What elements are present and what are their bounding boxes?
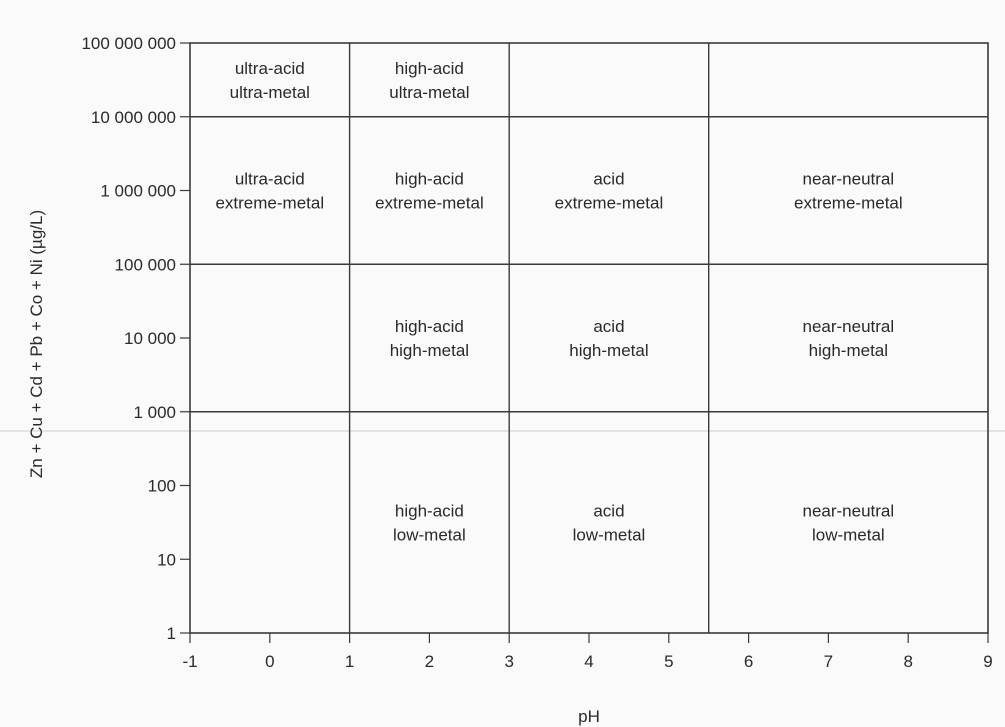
region: high-acid high-metal [390,317,469,360]
y-tick-label: 100 000 000 [81,34,176,53]
region-label-line: high-acid [395,317,464,336]
region: ultra-acid ultra-metal [230,59,310,102]
x-tick-label: 6 [744,652,753,671]
region-label-line: extreme-metal [375,194,484,213]
x-axis-title: pH [578,707,600,726]
region: high-acid low-metal [393,501,466,544]
region-label-line: high-acid [395,501,464,520]
region: acid high-metal [569,317,648,360]
region-label-line: high-acid [395,170,464,189]
region-label-line: near-neutral [803,501,895,520]
y-tick-label: 1 [167,624,176,643]
region-label-line: extreme-metal [555,194,664,213]
region: high-acid extreme-metal [375,170,484,213]
region-label-line: high-metal [390,341,469,360]
region: near-neutral low-metal [803,501,895,544]
region-label-line: ultra-acid [235,170,305,189]
y-tick-label: 10 [157,550,176,569]
region-label-line: low-metal [812,525,885,544]
region-label-line: acid [593,170,624,189]
region-label-line: near-neutral [803,170,895,189]
x-tick-label: 0 [265,652,274,671]
region-label-line: acid [593,501,624,520]
x-tick-label: 4 [584,652,593,671]
region-label-line: near-neutral [803,317,895,336]
x-tick-label: 8 [903,652,912,671]
y-tick-label: 10 000 000 [91,108,176,127]
region-label-line: high-metal [569,341,648,360]
region: acid extreme-metal [555,170,664,213]
region-label-line: ultra-acid [235,59,305,78]
region-label-line: extreme-metal [215,194,324,213]
x-tick-label: 3 [504,652,513,671]
region-label-line: extreme-metal [794,194,903,213]
y-tick-label: 10 000 [124,329,176,348]
x-tick-label: 2 [425,652,434,671]
y-axis-title: Zn + Cu + Cd + Pb + Co + Ni (µg/L) [27,210,46,478]
y-axis: 1 10 100 1 000 10 000 100 000 1 000 000 10 000 … [81,34,190,643]
region-label-line: high-acid [395,59,464,78]
region-label-line: ultra-metal [389,83,469,102]
region-label-line: ultra-metal [230,83,310,102]
region-label-line: low-metal [573,525,646,544]
x-tick-label: -1 [182,652,197,671]
plot-frame [189,42,989,634]
plot-area [189,42,989,634]
region-labels: ultra-acid ultra-metal high-acid ultra-meta… [215,59,902,545]
y-tick-label: 100 [148,477,176,496]
region: near-neutral high-metal [803,317,895,360]
y-tick-label: 1 000 [133,403,176,422]
region: near-neutral extreme-metal [794,170,903,213]
region-label-line: low-metal [393,525,466,544]
x-axis: -1 0 1 2 3 4 5 6 7 8 9 [182,633,993,671]
y-tick-label: 1 000 000 [100,182,176,201]
region: ultra-acid extreme-metal [215,170,324,213]
x-tick-label: 5 [664,652,673,671]
y-tick-label: 100 000 [115,255,176,274]
region-label-line: high-metal [809,341,888,360]
region: acid low-metal [573,501,646,544]
region-label-line: acid [593,317,624,336]
x-tick-label: 9 [983,652,992,671]
region: high-acid ultra-metal [389,59,469,102]
x-tick-label: 1 [345,652,354,671]
x-tick-label: 7 [824,652,833,671]
